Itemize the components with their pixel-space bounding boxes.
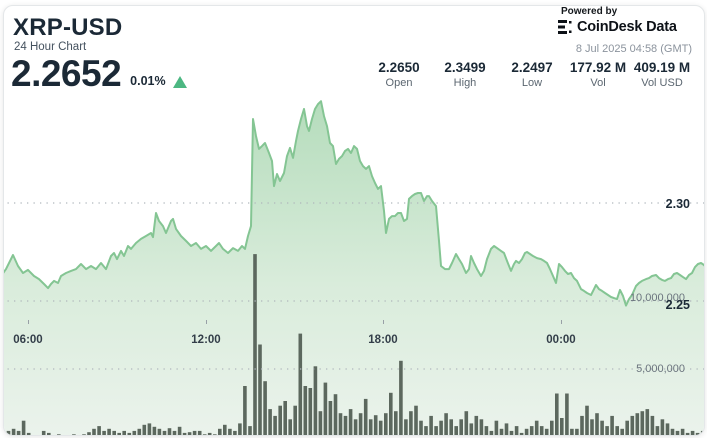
x-axis-tick: [383, 320, 384, 324]
coindesk-logo-icon: [558, 20, 572, 34]
timestamp: 8 Jul 2025 04:58 (GMT): [575, 43, 692, 55]
stat-volume-usd-value: 409.19 M: [633, 60, 691, 75]
symbol-title: XRP-USD: [13, 14, 123, 41]
current-price: 2.2652: [11, 53, 122, 94]
chart-card: XRP-USD 24 Hour Chart 2.2652 0.01% Power…: [3, 5, 705, 436]
change-up-icon: [172, 76, 187, 88]
volume-bars: [4, 254, 704, 435]
price-area-fill: [4, 101, 704, 435]
price-line: [4, 100, 704, 307]
stat-high: 2.3499 High: [444, 60, 485, 89]
stat-volume-value: 177.92 M: [569, 60, 627, 75]
stat-volume-usd: 409.19 M Vol USD: [634, 60, 690, 89]
volume-axis-tick-10m: 10,000,000: [629, 292, 685, 304]
stat-open-value: 2.2650: [378, 60, 420, 75]
price-axis-tick-230: 2.30: [665, 197, 690, 211]
stat-high-value: 2.3499: [444, 60, 486, 75]
x-axis-label: 00:00: [546, 334, 576, 346]
x-axis-label: 06:00: [13, 334, 43, 346]
powered-by-label: Powered by: [561, 6, 618, 17]
x-axis-tick: [206, 320, 207, 324]
coindesk-brand-link[interactable]: CoinDesk Data: [558, 19, 677, 35]
stat-low: 2.2497 Low: [511, 60, 552, 89]
volume-axis-tick-5m: 5,000,000: [636, 363, 685, 375]
x-axis-tick: [561, 320, 562, 324]
stat-low-value: 2.2497: [511, 60, 553, 75]
x-axis-tick: [28, 320, 29, 324]
brand-name: CoinDesk Data: [577, 19, 677, 35]
x-axis-label: 18:00: [368, 334, 398, 346]
stat-volume: 177.92 M Vol: [570, 60, 626, 89]
price-volume-chart[interactable]: [3, 5, 705, 436]
gridlines: [4, 202, 704, 370]
stat-open: 2.2650 Open: [378, 60, 419, 89]
stat-volume-label: Vol: [590, 77, 606, 89]
stat-open-label: Open: [385, 77, 413, 89]
stat-high-label: High: [453, 77, 477, 89]
change-percent: 0.01%: [130, 74, 166, 88]
x-axis-label: 12:00: [191, 334, 221, 346]
price-axis-tick-225: 2.25: [665, 298, 690, 312]
stat-volume-usd-label: Vol USD: [641, 77, 683, 89]
current-price-row: 2.2652 0.01%: [11, 55, 187, 92]
stat-low-label: Low: [521, 77, 543, 89]
chart-subtitle: 24 Hour Chart: [14, 41, 87, 53]
